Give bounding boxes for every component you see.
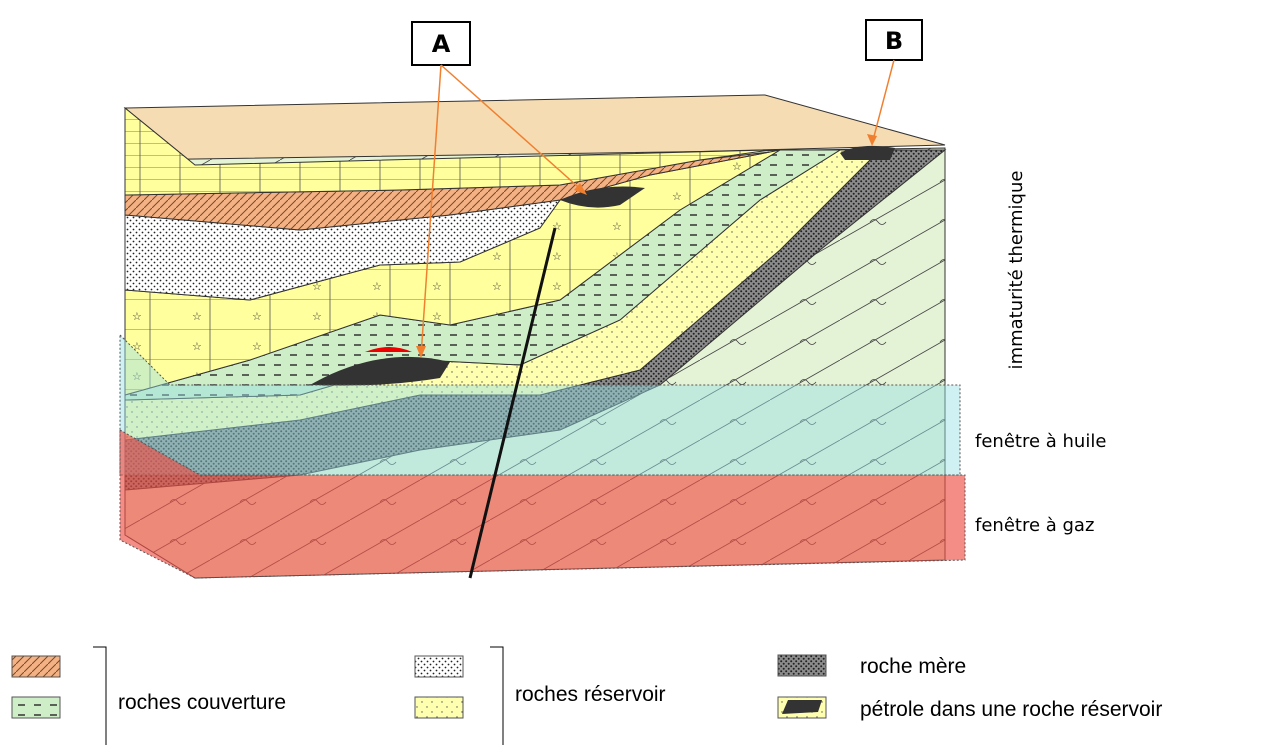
callout-label: B — [885, 27, 903, 55]
diagram: ☆ A B immaturité thermique — [0, 0, 1288, 749]
legend: roches couverture roches réservoir roche… — [12, 647, 1162, 745]
callout-label: A — [432, 30, 451, 58]
zone-label: immaturité thermique — [1006, 171, 1027, 370]
zone-label: fenêtre à huile — [975, 431, 1106, 452]
legend-label: roche mère — [860, 655, 966, 678]
zone-label: fenêtre à gaz — [975, 515, 1094, 536]
legend-label: roches couverture — [118, 691, 286, 714]
legend-label: pétrole dans une roche réservoir — [860, 698, 1162, 721]
legend-label: roches réservoir — [515, 683, 666, 706]
